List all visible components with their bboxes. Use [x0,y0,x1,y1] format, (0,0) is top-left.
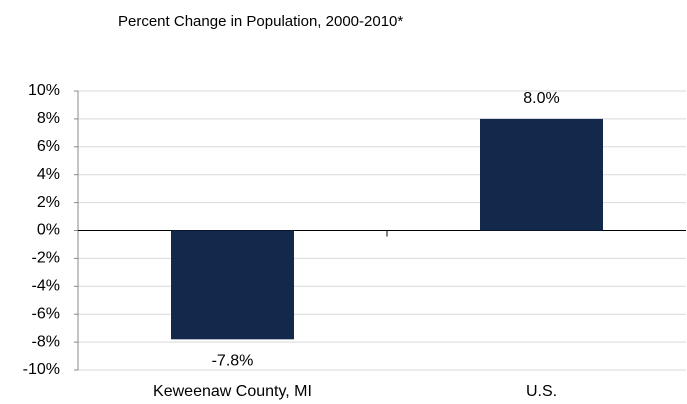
y-tick-label: 10% [28,82,60,99]
y-tick-label: -6% [32,305,60,322]
y-tick-label: 2% [37,194,60,211]
y-tick-label: -10% [23,361,60,378]
value-label: -7.8% [212,353,254,370]
x-tick-label: U.S. [526,383,557,400]
chart-title: Percent Change in Population, 2000-2010* [118,13,403,30]
y-tick-label: 0% [37,222,60,239]
y-tick-label: 4% [37,166,60,183]
y-tick-label: 8% [37,110,60,127]
bar [171,230,294,340]
y-tick-label: -4% [32,278,60,295]
y-tick-label: -8% [32,333,60,350]
y-tick-label: 6% [37,138,60,155]
y-tick-label: -2% [32,250,60,267]
value-label: 8.0% [523,90,559,107]
x-tick-label: Keweenaw County, MI [153,383,312,400]
bar [480,118,603,231]
